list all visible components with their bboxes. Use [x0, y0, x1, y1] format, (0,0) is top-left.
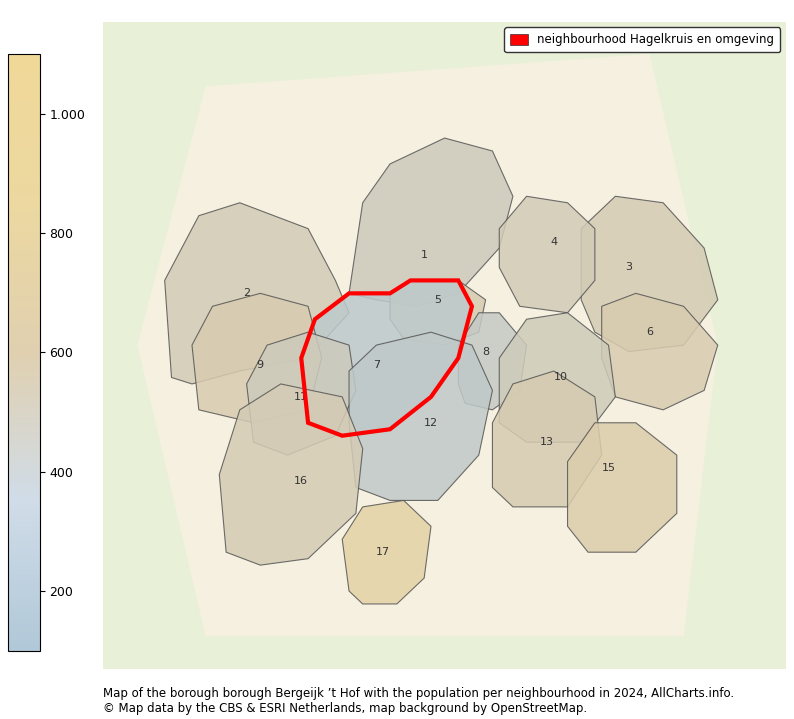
- Text: 7: 7: [373, 360, 380, 370]
- Polygon shape: [137, 54, 718, 636]
- Polygon shape: [390, 280, 486, 345]
- Text: 17: 17: [376, 547, 390, 557]
- Text: 4: 4: [550, 237, 557, 247]
- Polygon shape: [458, 313, 526, 410]
- Polygon shape: [301, 280, 472, 436]
- Polygon shape: [499, 196, 595, 313]
- Polygon shape: [164, 203, 349, 384]
- Polygon shape: [192, 293, 322, 423]
- Polygon shape: [247, 332, 356, 455]
- Text: 12: 12: [424, 418, 438, 428]
- Text: 3: 3: [626, 262, 633, 273]
- Polygon shape: [349, 332, 492, 500]
- Text: 15: 15: [602, 463, 615, 473]
- Text: Map of the borough borough Bergeijk ’t Hof with the population per neighbourhood: Map of the borough borough Bergeijk ’t H…: [103, 687, 734, 715]
- FancyBboxPatch shape: [103, 22, 786, 669]
- Polygon shape: [342, 500, 431, 604]
- Polygon shape: [492, 371, 602, 507]
- Polygon shape: [602, 293, 718, 410]
- Text: 5: 5: [434, 295, 441, 305]
- Text: 8: 8: [482, 347, 489, 357]
- Polygon shape: [568, 423, 676, 552]
- Polygon shape: [581, 196, 718, 352]
- Text: 2: 2: [243, 288, 250, 298]
- Text: 9: 9: [256, 360, 264, 370]
- Text: 11: 11: [295, 392, 308, 402]
- Text: 6: 6: [646, 327, 653, 337]
- Polygon shape: [219, 384, 363, 565]
- Text: 1: 1: [421, 249, 428, 260]
- Polygon shape: [499, 313, 615, 442]
- Legend: neighbourhood Hagelkruis en omgeving: neighbourhood Hagelkruis en omgeving: [504, 27, 781, 52]
- Text: 16: 16: [295, 476, 308, 486]
- Polygon shape: [349, 138, 513, 306]
- Text: 13: 13: [540, 437, 554, 447]
- Text: 10: 10: [553, 372, 568, 383]
